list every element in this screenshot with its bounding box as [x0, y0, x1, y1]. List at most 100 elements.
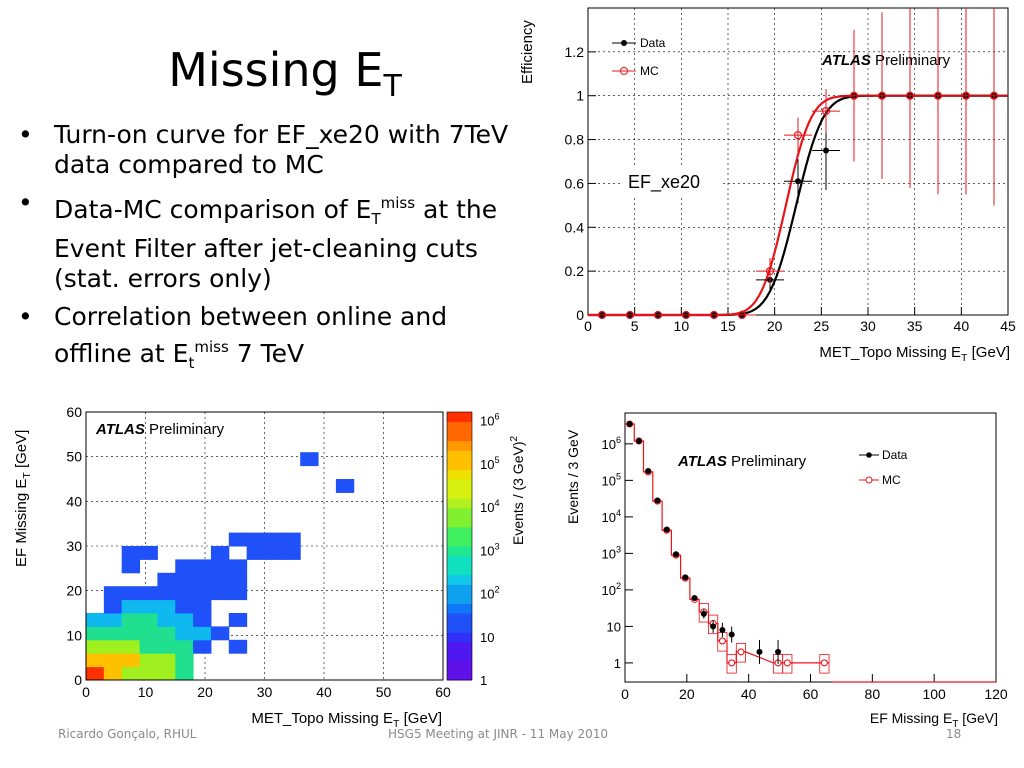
heatmap-cell — [121, 666, 141, 681]
legend-mc-marker — [865, 476, 873, 484]
x-tick-label: 10 — [138, 684, 154, 700]
mc-point — [737, 648, 745, 656]
color-scale-band — [447, 536, 472, 547]
heatmap-cell — [121, 653, 141, 668]
data-point — [645, 468, 652, 475]
met-distribution-chart: 0 20 40 60 80 100 120 1 10 102 103 104 105 106 Data MC A… — [565, 412, 1008, 730]
heatmap-cell — [86, 626, 105, 641]
color-scale-band — [447, 565, 472, 576]
heatmap-cell — [139, 666, 158, 681]
bullet-text: Data-MC comparison of E — [54, 195, 372, 224]
heatmap-cell — [210, 586, 230, 601]
heatmap-cell — [246, 532, 265, 547]
bullet-text: at the Event Filter after jet-cleaning c… — [54, 195, 498, 293]
y-tick-label: 0.4 — [565, 219, 585, 235]
mc-point — [793, 131, 803, 140]
bullet-dot-icon: • — [18, 120, 33, 149]
heatmap-cell — [335, 479, 355, 493]
x-tick-label: 80 — [865, 686, 881, 702]
color-scale-band — [447, 459, 472, 470]
heatmap-cell — [300, 452, 319, 467]
legend-data-label: Data — [640, 36, 666, 50]
correlation-heatmap: 0 10 20 30 40 50 60 0 10 20 30 40 50 60 1 10 102 103 104 10… — [13, 404, 526, 730]
heatmap-cell — [175, 653, 194, 668]
color-scale-band — [447, 651, 472, 662]
y-axis-label: Efficiency — [519, 20, 536, 84]
heatmap-cell — [157, 626, 176, 641]
bullet-item: • Turn-on curve for EF_xe20 with 7TeV dat… — [18, 120, 518, 180]
turn-on-chart: 0 5 10 15 20 25 30 35 40 45 0 0.2 0.4 0.6 0.8 1 1.2 Data M… — [519, 7, 1016, 364]
mc-point — [625, 310, 635, 320]
y-tick-label: 10 — [66, 627, 82, 643]
heatmap-cell — [210, 559, 230, 574]
color-scale-band — [447, 641, 472, 652]
data-point — [663, 526, 670, 533]
bullet-text: 7 TeV — [228, 339, 305, 368]
heatmap-cell — [175, 572, 194, 587]
data-point — [700, 610, 707, 617]
color-scale-band — [447, 670, 472, 681]
color-scale-tick-label: 103 — [480, 541, 500, 558]
data-point — [775, 648, 782, 655]
data-point — [682, 574, 689, 581]
x-tick-label: 20 — [767, 318, 783, 334]
heatmap-cell — [193, 559, 212, 574]
x-tick-label: 15 — [720, 318, 736, 334]
y-tick-label: 30 — [66, 538, 82, 554]
heatmap-cell — [103, 666, 123, 681]
heatmap-cell — [157, 639, 176, 654]
heatmap-cell — [103, 626, 123, 641]
heatmap-cell — [228, 613, 248, 627]
heatmap-cell — [264, 532, 283, 547]
mc-point — [820, 659, 828, 667]
data-point — [710, 623, 717, 630]
x-tick-label: 30 — [257, 684, 273, 700]
heatmap-cell — [282, 532, 301, 547]
x-tick-label: 40 — [741, 686, 757, 702]
mc-error-box — [698, 603, 709, 623]
data-point — [756, 648, 763, 655]
footer-author: Ricardo Gonçalo, RHUL — [58, 727, 197, 741]
x-tick-label: 40 — [954, 318, 970, 334]
mc-error-box — [708, 614, 719, 635]
heatmap-cell — [228, 586, 248, 601]
heatmap-cell — [175, 626, 194, 641]
color-scale-band — [447, 622, 472, 633]
mc-error-box — [819, 654, 830, 674]
annotation-box — [622, 166, 722, 196]
heatmap-cell — [86, 613, 105, 627]
heatmap-cell — [210, 546, 230, 560]
y-tick-label: 0.2 — [565, 263, 585, 279]
color-scale-band — [447, 517, 472, 528]
heatmap-cell — [139, 586, 158, 601]
heatmap-cell — [103, 653, 123, 668]
color-scale-tick-label: 102 — [480, 585, 500, 602]
title-text: Missing E — [168, 43, 384, 97]
x-tick-label: 0 — [621, 686, 629, 702]
mc-point — [989, 91, 999, 100]
heatmap-cell — [121, 639, 141, 654]
heatmap-cell — [86, 653, 105, 668]
color-scale-band — [447, 584, 472, 595]
plot-frame-overlay — [85, 411, 444, 681]
y-tick-label: 103 — [601, 544, 621, 561]
mc-point — [877, 91, 887, 100]
heatmap-cell — [157, 586, 176, 601]
color-scale-band — [447, 546, 472, 557]
heatmap-cell — [175, 599, 194, 614]
x-tick-label: 0 — [584, 318, 592, 334]
mc-point — [718, 637, 726, 645]
annotation-label: EF_xe20 — [628, 172, 700, 193]
legend-data-marker — [866, 452, 872, 458]
data-point — [626, 420, 633, 427]
x-tick-label: 20 — [679, 686, 695, 702]
y-tick-label: 0 — [576, 307, 584, 323]
bullet-superscript: miss — [380, 194, 416, 212]
mc-point — [783, 659, 791, 667]
heatmap-cell — [157, 666, 176, 681]
heatmap-cell — [157, 653, 176, 668]
bullet-subscript: T — [371, 210, 381, 228]
heatmap-cell — [157, 599, 176, 614]
heatmap-cell — [121, 613, 141, 627]
